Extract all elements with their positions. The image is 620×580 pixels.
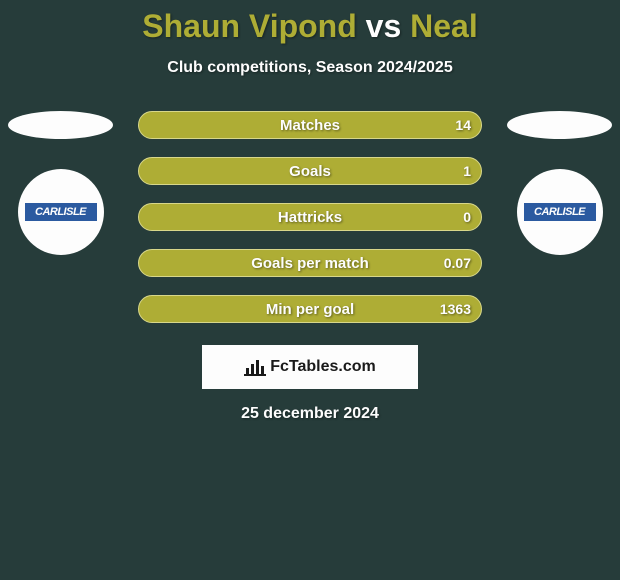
stat-row: Matches 14 <box>138 111 482 139</box>
subtitle: Club competitions, Season 2024/2025 <box>0 59 620 77</box>
stat-row: Hattricks 0 <box>138 203 482 231</box>
stat-row: Min per goal 1363 <box>138 295 482 323</box>
stat-row: Goals 1 <box>138 157 482 185</box>
stat-label: Goals per match <box>251 255 369 272</box>
right-team-badge: CARLISLE <box>517 169 603 255</box>
left-team-stack: CARLISLE <box>8 111 113 255</box>
stat-right-value: 1363 <box>440 301 471 317</box>
comparison-content: CARLISLE CARLISLE Matches 14 Goals 1 Hat… <box>0 111 620 423</box>
stat-bars: Matches 14 Goals 1 Hattricks 0 Goals per… <box>138 111 482 323</box>
attribution-site: FcTables.com <box>270 358 376 376</box>
left-team-badge-text: CARLISLE <box>25 202 97 222</box>
left-team-badge: CARLISLE <box>18 169 104 255</box>
bar-chart-icon <box>244 358 266 376</box>
vs-text: vs <box>357 8 410 44</box>
stat-row: Goals per match 0.07 <box>138 249 482 277</box>
player1-name: Shaun Vipond <box>142 8 357 44</box>
stat-right-value: 1 <box>463 163 471 179</box>
stat-label: Goals <box>289 163 331 180</box>
right-team-stack: CARLISLE <box>507 111 612 255</box>
attribution-box: FcTables.com <box>202 345 418 389</box>
date: 25 december 2024 <box>0 405 620 423</box>
stat-right-value: 0 <box>463 209 471 225</box>
player2-name: Neal <box>410 8 478 44</box>
stat-right-value: 0.07 <box>444 255 471 271</box>
right-shadow-oval <box>507 111 612 139</box>
stat-label: Min per goal <box>266 301 354 318</box>
stat-label: Matches <box>280 117 340 134</box>
stat-right-value: 14 <box>455 117 471 133</box>
right-team-badge-text: CARLISLE <box>524 202 596 222</box>
page-title: Shaun Vipond vs Neal <box>0 0 620 45</box>
left-shadow-oval <box>8 111 113 139</box>
stat-label: Hattricks <box>278 209 342 226</box>
